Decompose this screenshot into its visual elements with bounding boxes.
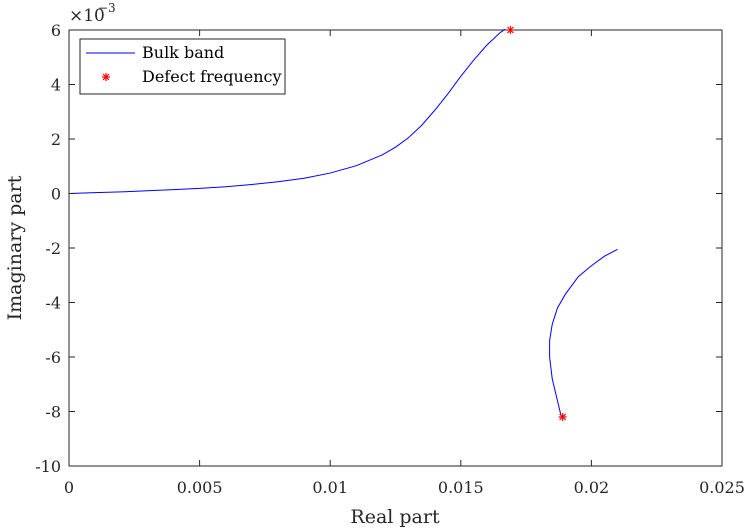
x-axis-ticks: 0 0.005 0.01 0.015 0.02 0.025 (64, 30, 745, 497)
x-axis-label: Real part (350, 506, 440, 528)
y-tick-label: -2 (45, 239, 61, 258)
data-layer (68, 26, 618, 421)
y-tick-label: 2 (51, 130, 61, 149)
defect-frequency-point (558, 412, 567, 421)
y-tick-label: -8 (45, 403, 61, 422)
x-tick-label: 0.02 (574, 478, 610, 497)
x-tick-label: 0.025 (699, 478, 745, 497)
x-tick-label: 0.01 (312, 478, 348, 497)
defect-frequency-point (506, 26, 515, 34)
y-tick-label: 4 (51, 76, 61, 95)
y-axis-label: Imaginary part (4, 175, 26, 320)
legend-label-defect-frequency: Defect frequency (142, 67, 282, 86)
y-tick-label: -10 (35, 457, 61, 476)
legend-label-bulk-band: Bulk band (142, 43, 224, 62)
x-tick-label: 0.015 (438, 478, 484, 497)
y-tick-label: -4 (45, 294, 61, 313)
legend-box (79, 38, 286, 95)
y-tick-label: -6 (45, 348, 61, 367)
y-axis-ticks: 6 4 2 0 -2 -4 -6 -8 -10 (35, 21, 722, 476)
bulk-band-line-segment-1 (68, 28, 506, 194)
x-tick-label: 0 (64, 478, 74, 497)
y-exponent-base: ×10 (69, 6, 105, 26)
bulk-band-line-segment-2 (549, 248, 618, 418)
y-exponent-power: −3 (98, 1, 116, 15)
y-tick-label: 6 (51, 21, 61, 40)
y-axis-exponent: ×10 −3 (69, 1, 116, 26)
y-tick-label: 0 (51, 185, 61, 204)
plot-area (68, 29, 723, 467)
x-tick-label: 0.005 (177, 478, 223, 497)
legend: Bulk band Defect frequency (79, 38, 286, 95)
legend-marker-defect-frequency (102, 73, 110, 81)
